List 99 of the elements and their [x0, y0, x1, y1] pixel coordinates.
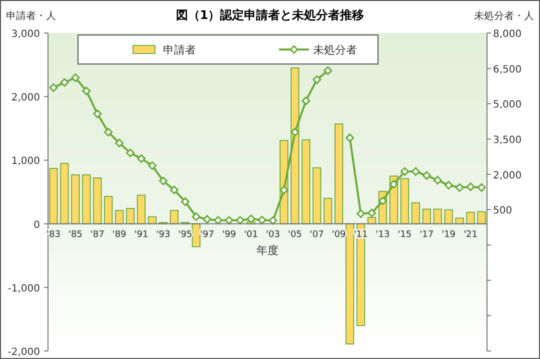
x-tick-label: '95 [178, 230, 192, 240]
x-tick-label: '01 [244, 230, 258, 240]
point [312, 75, 322, 84]
y-tick-label: -1,000 [8, 283, 40, 294]
bar [126, 208, 135, 224]
point [378, 196, 387, 206]
bar [334, 123, 344, 224]
x-tick-label: '03 [266, 230, 280, 240]
x-tick-label: '97 [200, 230, 214, 240]
point [180, 197, 190, 206]
x-tick-label: '99 [222, 230, 236, 240]
point [71, 74, 80, 82]
point [466, 182, 475, 192]
x-tick-label: '17 [420, 230, 434, 240]
point [246, 214, 256, 224]
x-tick-label: '13 [376, 230, 390, 240]
bar [345, 223, 354, 345]
y2-tick-label: 3,500 [493, 135, 522, 146]
x-axis-title: 年度 [256, 244, 278, 257]
legend-label: 申請者 [163, 44, 196, 56]
point [433, 176, 442, 184]
bar [302, 139, 310, 224]
point [400, 167, 409, 176]
point [346, 134, 354, 142]
point [158, 176, 168, 186]
bar [170, 210, 179, 224]
y2-tick-label: 6,500 [493, 64, 522, 76]
point [258, 216, 266, 224]
x-tick-label: '15 [398, 230, 412, 240]
bar [324, 198, 332, 224]
point [148, 161, 157, 170]
chart-title: 図（1）認定申請者と未処分者推移 [176, 8, 364, 22]
bar [400, 178, 410, 224]
bar [93, 178, 102, 224]
bar [136, 194, 146, 224]
point [302, 96, 310, 106]
bar [312, 167, 322, 224]
x-tick-label: '07 [310, 230, 324, 240]
point [224, 216, 234, 225]
point [60, 78, 69, 87]
point [444, 180, 453, 190]
bar [60, 162, 69, 224]
y2-axis-title: 未処分者・人 [474, 10, 534, 22]
bar [82, 174, 91, 224]
point [411, 167, 420, 176]
point [104, 128, 113, 136]
bar [71, 174, 80, 224]
point [236, 216, 244, 225]
y2-tick-label: 2,000 [493, 170, 522, 182]
point [93, 110, 102, 118]
point [389, 180, 398, 188]
bar [290, 67, 300, 224]
bar [114, 210, 124, 224]
point [82, 86, 91, 96]
bar [49, 168, 58, 224]
y-tick-label: 2,000 [11, 92, 40, 104]
point [356, 209, 366, 218]
x-tick-label: '09 [332, 230, 346, 240]
point [192, 212, 200, 221]
x-tick-label: '93 [156, 230, 170, 240]
y2-tick-label: 500 [493, 206, 512, 217]
point [422, 171, 431, 180]
point [324, 66, 332, 75]
x-tick-label: '85 [68, 230, 82, 240]
bar [466, 212, 475, 224]
y2-tick-label: 5,000 [493, 100, 522, 111]
point [202, 215, 212, 224]
point [280, 186, 288, 194]
point [455, 183, 464, 192]
x-tick-label: '91 [134, 230, 148, 240]
point [368, 208, 376, 218]
point [214, 216, 222, 225]
bar [433, 208, 442, 224]
bar [477, 211, 486, 224]
point [477, 183, 486, 192]
x-tick-label: '21 [464, 230, 478, 240]
bar [422, 208, 431, 224]
y-tick-label: 1,000 [11, 156, 40, 168]
bar [411, 202, 420, 224]
point [268, 216, 278, 225]
point [49, 83, 58, 92]
bar [455, 218, 464, 224]
y-tick-label: -2,000 [8, 347, 40, 358]
x-tick-label: '87 [90, 230, 104, 240]
x-tick-label: '19 [442, 230, 456, 240]
point [115, 138, 124, 148]
point [290, 128, 300, 136]
point [137, 154, 146, 163]
point [126, 148, 135, 158]
y2-tick-label: 8,000 [493, 29, 522, 40]
bar [104, 196, 113, 224]
bar [444, 209, 453, 224]
point [170, 186, 178, 194]
y-tick-label: 3,000 [11, 29, 40, 40]
legend-label: 未処分者 [313, 44, 357, 56]
y-tick-label: 0 [34, 220, 40, 231]
x-tick-label: '89 [112, 230, 127, 240]
y-axis-title: 申請者・人 [6, 10, 56, 22]
x-tick-label: '05 [288, 230, 302, 240]
